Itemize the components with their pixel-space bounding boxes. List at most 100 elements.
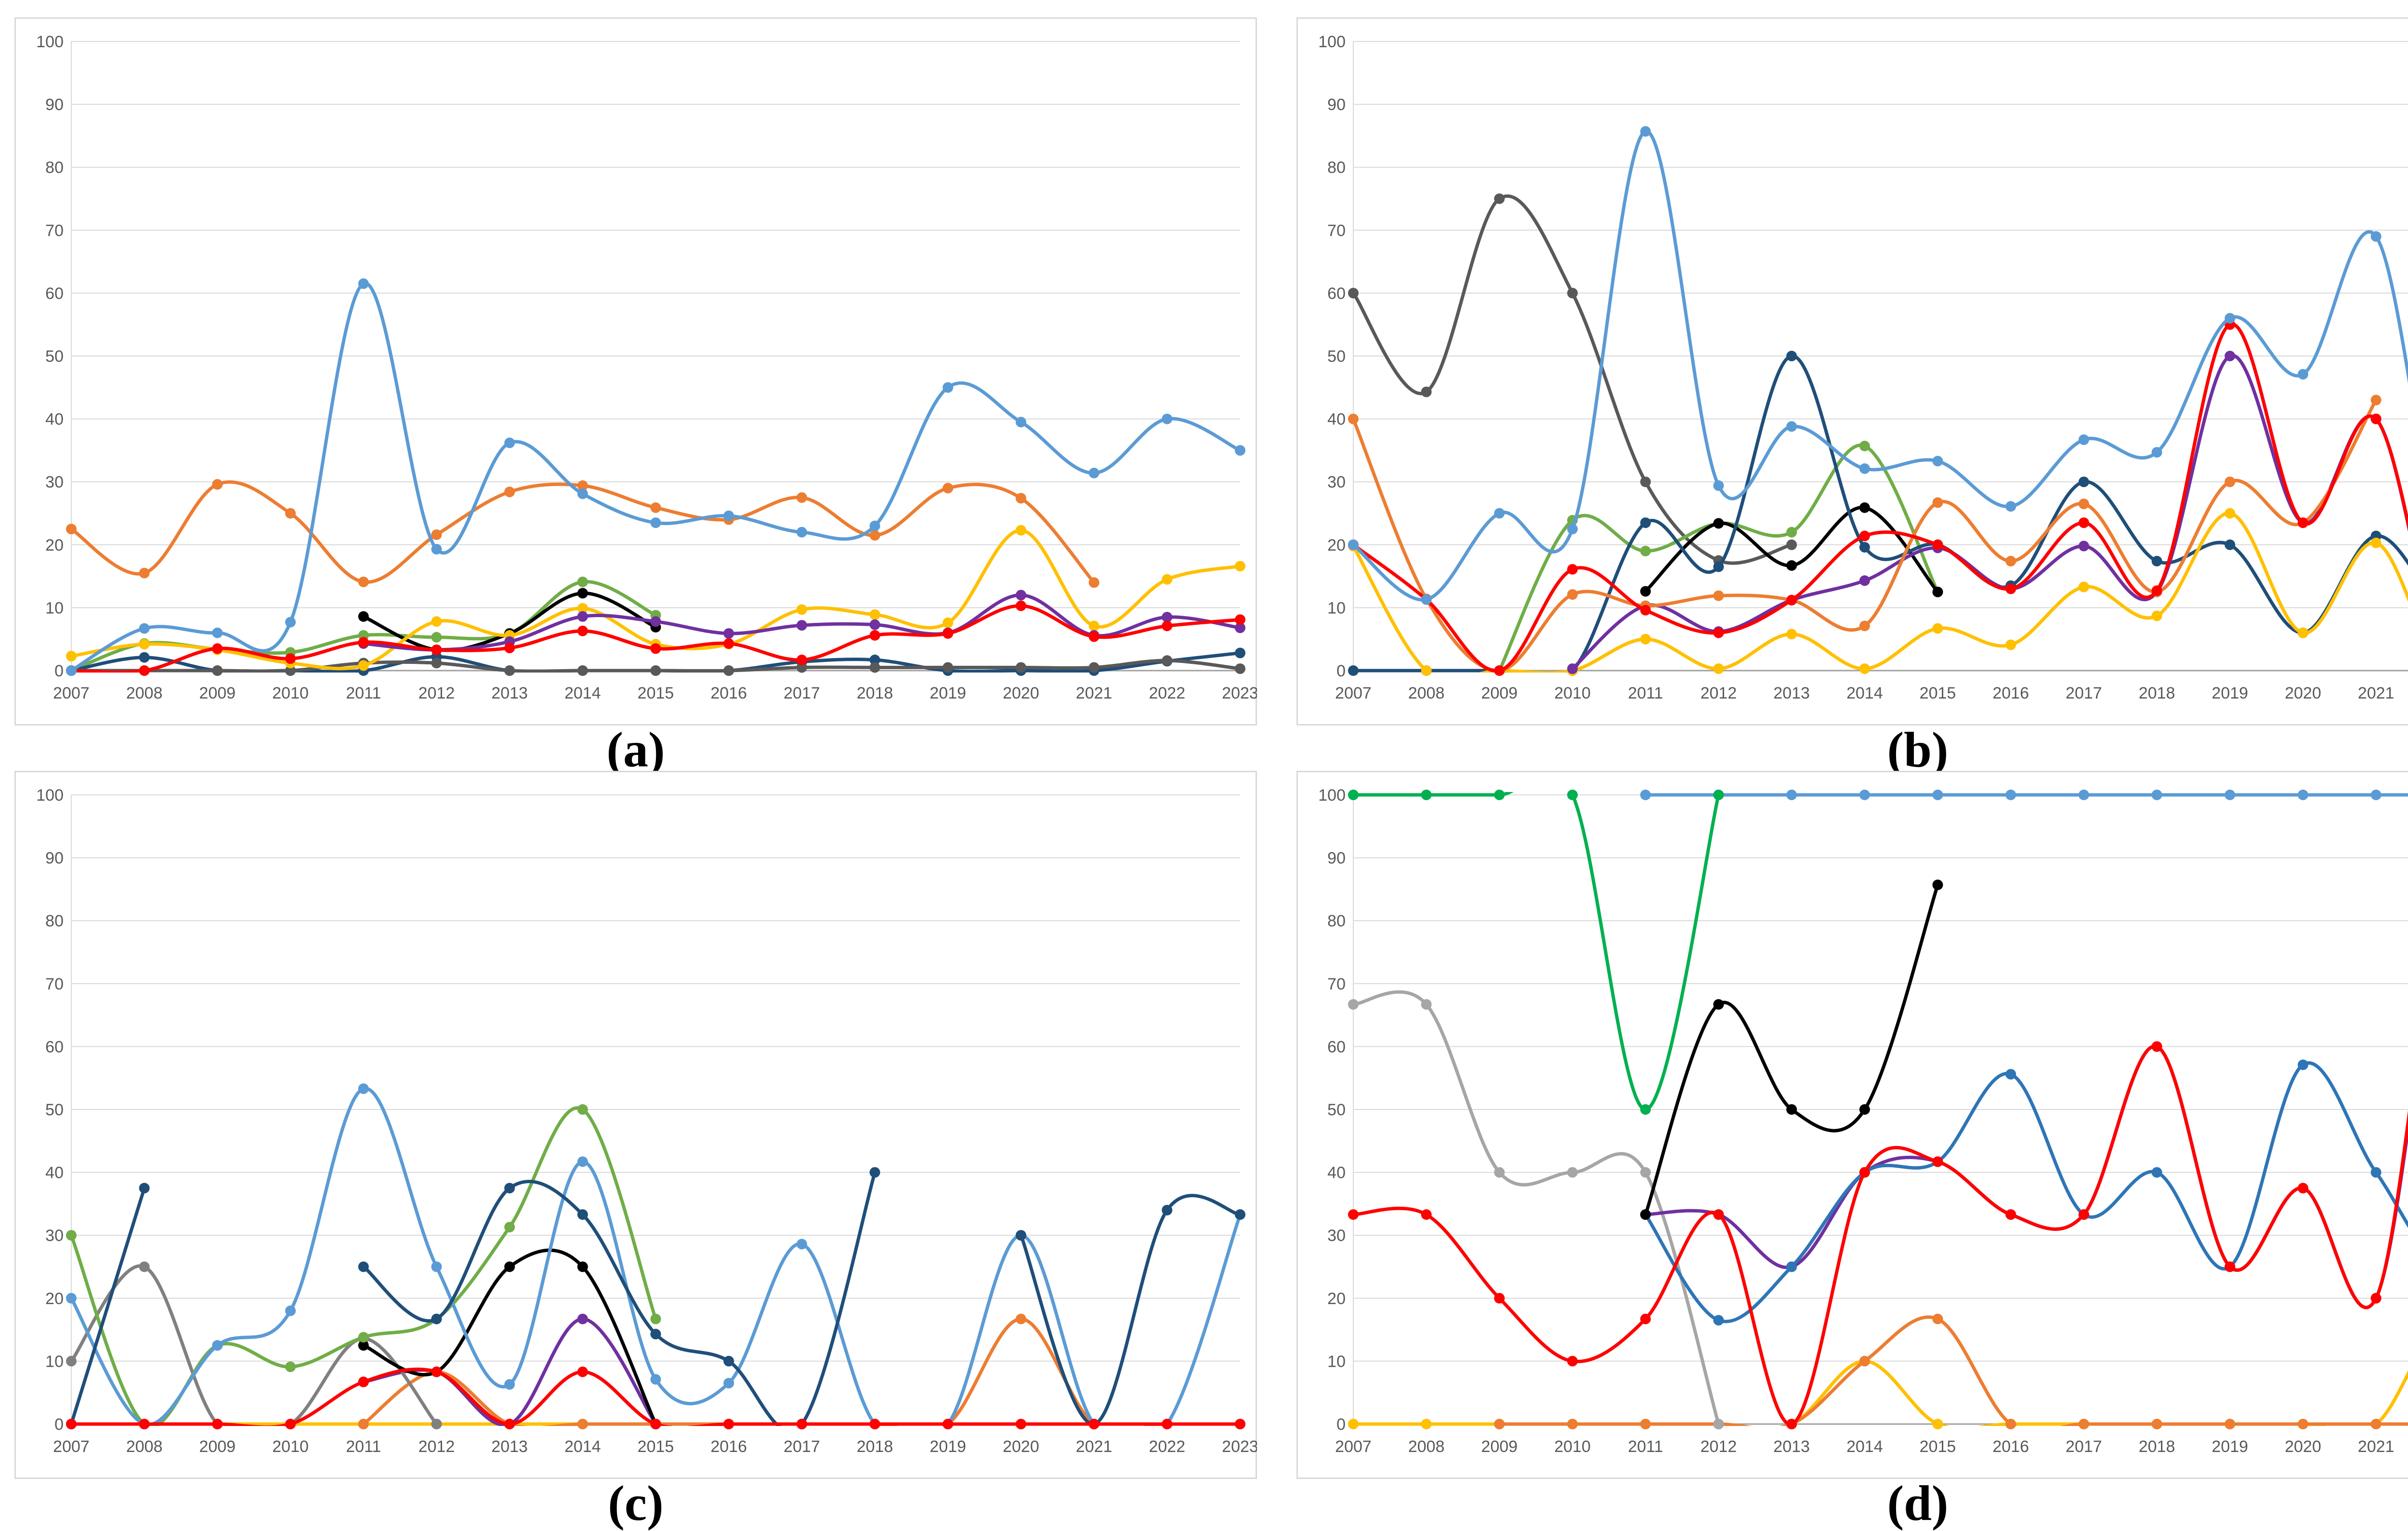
data-point-marker xyxy=(358,660,369,671)
data-point-marker xyxy=(1640,1167,1651,1178)
x-tick-label: 2007 xyxy=(1335,684,1372,702)
x-tick-label: 2020 xyxy=(1003,1438,1039,1456)
data-point-marker xyxy=(1348,790,1359,800)
y-tick-label: 70 xyxy=(1327,222,1346,240)
y-tick-label: 20 xyxy=(1327,536,1346,554)
data-point-marker xyxy=(1235,647,1245,658)
data-point-marker xyxy=(2225,508,2235,519)
y-tick-label: 60 xyxy=(1327,284,1346,303)
x-tick-label: 2014 xyxy=(1846,684,1883,702)
x-tick-label: 2007 xyxy=(53,684,90,702)
y-tick-label: 0 xyxy=(1336,1415,1346,1434)
data-point-marker xyxy=(577,626,588,636)
data-point-marker xyxy=(1567,1356,1578,1366)
data-point-marker xyxy=(651,1419,661,1429)
y-tick-label: 60 xyxy=(45,284,64,303)
x-tick-label: 2022 xyxy=(1149,684,1185,702)
data-point-marker xyxy=(1713,790,1724,800)
data-point-marker xyxy=(139,639,150,649)
data-point-marker xyxy=(212,1419,222,1429)
data-point-marker xyxy=(577,1419,588,1429)
data-point-marker xyxy=(1421,665,1432,676)
data-point-marker xyxy=(2079,1419,2089,1429)
x-tick-label: 2018 xyxy=(2139,684,2175,702)
data-point-marker xyxy=(723,1378,734,1388)
data-point-marker xyxy=(2005,790,2016,800)
data-point-marker xyxy=(577,1314,588,1324)
data-point-marker xyxy=(1859,663,1870,674)
data-point-marker xyxy=(66,665,77,676)
y-tick-label: 40 xyxy=(45,1164,64,1182)
data-point-marker xyxy=(1162,655,1172,666)
data-point-marker xyxy=(212,479,222,489)
data-point-marker xyxy=(212,628,222,638)
data-point-marker xyxy=(139,623,150,634)
y-tick-label: 70 xyxy=(45,975,64,993)
data-point-marker xyxy=(2225,540,2235,550)
data-point-marker xyxy=(1348,414,1359,424)
x-tick-label: 2012 xyxy=(1701,1438,1737,1456)
data-point-marker xyxy=(1016,662,1026,673)
y-tick-label: 50 xyxy=(45,1101,64,1119)
x-tick-label: 2009 xyxy=(199,1438,236,1456)
data-point-marker xyxy=(1640,1104,1651,1115)
data-point-marker xyxy=(358,1083,369,1094)
data-point-marker xyxy=(1786,629,1797,639)
y-tick-label: 30 xyxy=(45,473,64,491)
x-tick-label: 2017 xyxy=(2066,684,2102,702)
y-tick-label: 80 xyxy=(1327,158,1346,177)
data-point-marker xyxy=(1640,517,1651,528)
data-point-marker xyxy=(1494,1167,1505,1178)
data-point-marker xyxy=(358,637,369,647)
data-point-marker xyxy=(1859,620,1870,631)
data-point-marker xyxy=(1640,1314,1651,1324)
x-tick-label: 2021 xyxy=(1076,1438,1112,1456)
data-point-marker xyxy=(2371,1419,2382,1429)
x-tick-label: 2019 xyxy=(929,684,966,702)
data-point-marker xyxy=(139,652,150,663)
x-tick-label: 2012 xyxy=(1701,684,1737,702)
y-tick-label: 0 xyxy=(54,1415,64,1434)
data-point-marker xyxy=(504,1262,515,1272)
data-point-marker xyxy=(431,1262,442,1272)
data-point-marker xyxy=(1016,417,1026,427)
data-point-marker xyxy=(1089,577,1099,588)
data-point-marker xyxy=(2298,517,2308,528)
data-point-marker xyxy=(1786,1262,1797,1272)
data-point-marker xyxy=(1786,790,1797,800)
x-tick-label: 2014 xyxy=(1846,1438,1883,1456)
data-point-marker xyxy=(2152,556,2162,567)
y-tick-label: 40 xyxy=(45,410,64,429)
data-point-marker xyxy=(1016,525,1026,536)
y-tick-label: 90 xyxy=(1327,849,1346,868)
x-tick-label: 2023 xyxy=(1222,684,1257,702)
y-tick-label: 80 xyxy=(1327,912,1346,930)
data-point-marker xyxy=(1713,562,1724,572)
data-point-marker xyxy=(651,1314,661,1324)
data-point-marker xyxy=(1567,663,1578,674)
data-point-marker xyxy=(2225,351,2235,361)
data-point-marker xyxy=(358,1332,369,1343)
x-tick-label: 2015 xyxy=(1920,1438,1956,1456)
data-point-marker xyxy=(577,1367,588,1377)
data-point-marker xyxy=(2298,369,2308,380)
data-point-marker xyxy=(1786,421,1797,432)
x-tick-label: 2017 xyxy=(784,684,820,702)
x-tick-label: 2010 xyxy=(1554,1438,1591,1456)
x-tick-label: 2014 xyxy=(564,1438,601,1456)
data-point-marker xyxy=(1421,999,1432,1010)
data-point-marker xyxy=(358,1262,369,1272)
y-tick-label: 10 xyxy=(1327,1352,1346,1371)
data-point-marker xyxy=(723,628,734,639)
x-tick-label: 2008 xyxy=(1408,1438,1445,1456)
data-point-marker xyxy=(2152,1041,2162,1052)
x-tick-label: 2019 xyxy=(2212,684,2248,702)
data-point-marker xyxy=(1235,445,1245,456)
y-tick-label: 20 xyxy=(1327,1290,1346,1308)
x-tick-label: 2010 xyxy=(272,1438,309,1456)
x-tick-label: 2011 xyxy=(346,1438,381,1456)
data-point-marker xyxy=(504,1419,515,1429)
data-point-marker xyxy=(2371,538,2382,548)
